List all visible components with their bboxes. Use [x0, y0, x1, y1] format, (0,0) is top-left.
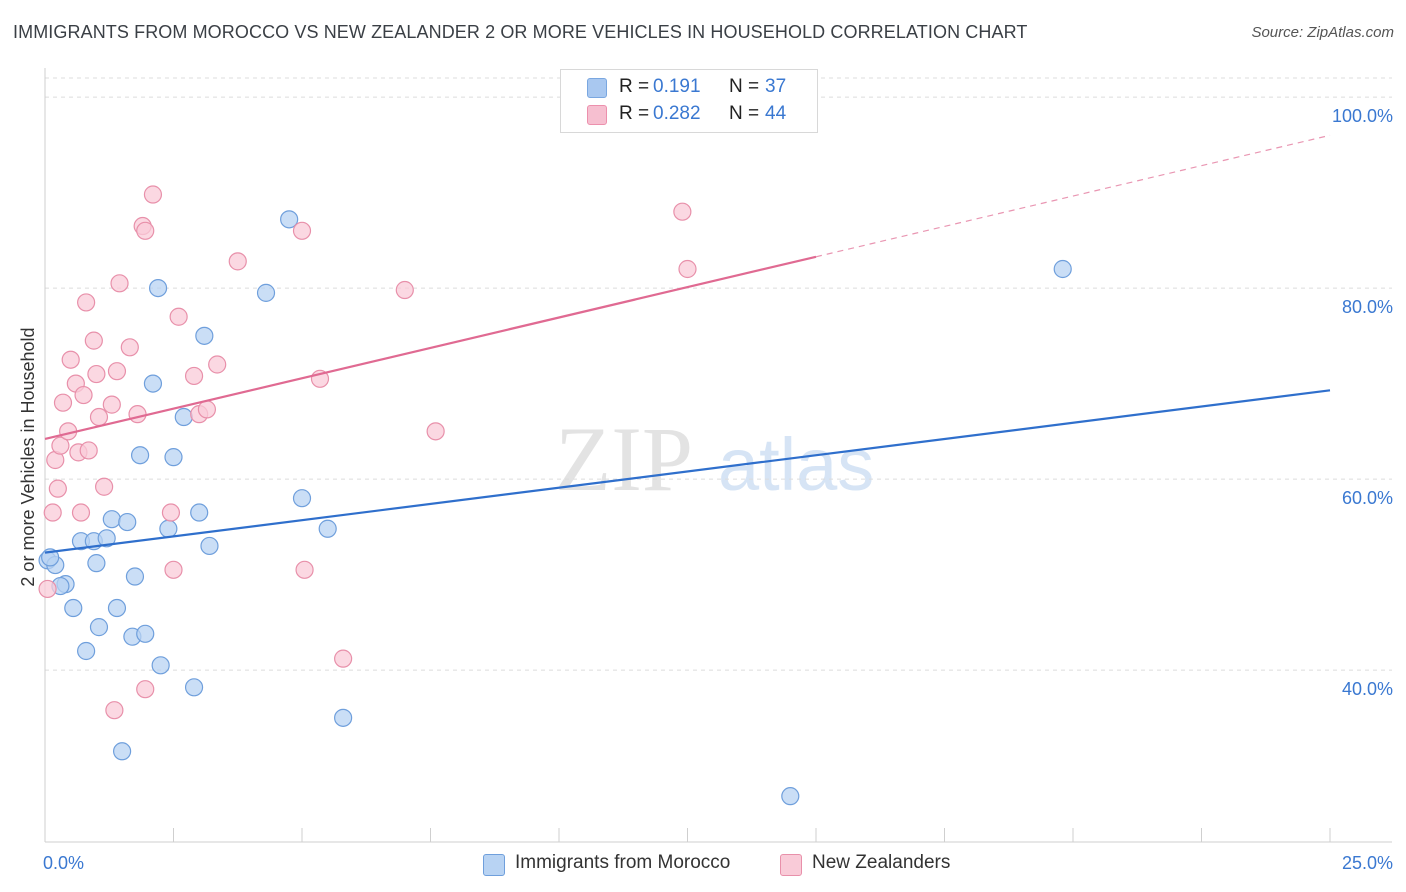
data-point: [112, 742, 132, 761]
data-point: [184, 678, 204, 697]
trendline-morocco: [44, 389, 1331, 554]
data-point: [184, 366, 204, 386]
data-point: [105, 701, 124, 720]
data-point: [136, 680, 155, 699]
y-tick-label: 60.0%: [1342, 488, 1393, 508]
y-tick-label: 40.0%: [1342, 679, 1393, 699]
data-point: [673, 202, 692, 221]
data-point: [43, 503, 62, 522]
data-point: [53, 393, 73, 412]
data-point: [228, 252, 247, 271]
data-point: [87, 554, 106, 573]
bottom-legend-label: Immigrants from Morocco: [515, 852, 731, 873]
data-point: [38, 579, 57, 599]
series-morocco: [38, 210, 1072, 806]
x-tick-label: 0.0%: [43, 853, 84, 873]
x-tick-label: 25.0%: [1342, 853, 1393, 873]
y-axis-label: 2 or more Vehicles in Household: [18, 327, 38, 586]
data-point: [102, 510, 121, 529]
data-point: [295, 560, 314, 579]
legend-r-label: R =: [619, 103, 650, 124]
data-point: [143, 374, 163, 393]
bottom-legend-label: New Zealanders: [812, 852, 951, 873]
data-point: [161, 503, 181, 522]
data-point: [125, 567, 145, 586]
data-point: [143, 185, 163, 204]
data-point: [84, 331, 103, 350]
legend-n-value: 44: [765, 103, 787, 124]
data-point: [148, 279, 168, 298]
data-point: [318, 519, 337, 538]
data-point: [781, 787, 800, 806]
data-point: [256, 283, 276, 302]
legend-r-label: R =: [619, 76, 650, 97]
data-point: [678, 259, 697, 279]
data-point: [61, 350, 80, 369]
data-point: [164, 560, 183, 579]
data-point: [48, 479, 67, 498]
data-point: [159, 519, 178, 538]
data-point: [110, 274, 129, 293]
data-point: [95, 477, 114, 496]
data-point: [292, 221, 312, 240]
source-label: Source: ZipAtlas.com: [1251, 24, 1394, 41]
data-point: [64, 598, 83, 618]
data-point: [51, 436, 70, 455]
trendline-new-zealanders: [44, 255, 817, 441]
data-point: [200, 536, 219, 556]
data-point: [164, 448, 183, 467]
bottom-legend-swatch-new-zealanders: [780, 854, 802, 876]
data-point: [395, 280, 414, 300]
series-new-zealanders: [38, 185, 697, 720]
data-point: [74, 385, 93, 405]
data-point: [1053, 259, 1072, 279]
data-point: [292, 489, 312, 508]
legend-n-value: 37: [765, 76, 787, 97]
data-point: [87, 364, 106, 384]
legend-r-value: 0.191: [653, 76, 701, 97]
legend-swatch-new-zealanders: [587, 105, 607, 125]
data-point: [208, 355, 227, 374]
data-point: [151, 656, 170, 675]
data-point: [195, 326, 214, 345]
data-point: [197, 400, 217, 419]
data-point: [71, 503, 91, 522]
data-point: [136, 221, 155, 240]
data-point: [130, 446, 150, 465]
data-point: [102, 395, 121, 414]
legend-swatch-morocco: [587, 78, 607, 98]
data-point: [89, 407, 109, 427]
bottom-legend-swatch-morocco: [483, 854, 505, 876]
data-point: [97, 529, 116, 548]
data-point: [280, 210, 299, 229]
legend-r-value: 0.282: [653, 103, 701, 124]
legend-n-label: N =: [729, 76, 760, 97]
data-point: [120, 338, 139, 357]
data-point: [79, 441, 98, 460]
chart-title: IMMIGRANTS FROM MOROCCO VS NEW ZEALANDER…: [13, 22, 1028, 42]
data-point: [89, 618, 109, 637]
y-tick-label: 80.0%: [1342, 297, 1393, 317]
trendline-new-zealanders-extension: [815, 134, 1331, 258]
data-point: [190, 503, 209, 522]
watermark-zip: ZIP: [555, 408, 693, 510]
y-tick-label: 100.0%: [1332, 106, 1393, 126]
data-point: [426, 422, 445, 441]
data-point: [107, 362, 127, 381]
correlation-legend: R = 0.191 N = 37 R = 0.282 N = 44: [560, 69, 818, 133]
data-point: [118, 512, 137, 532]
legend-n-label: N =: [729, 103, 760, 124]
data-point: [77, 293, 96, 312]
data-point: [169, 307, 188, 326]
data-point: [334, 649, 353, 668]
data-point: [77, 641, 96, 661]
data-point: [107, 598, 127, 618]
data-point: [334, 708, 353, 727]
data-point: [174, 407, 193, 427]
data-point: [128, 405, 147, 424]
data-point: [136, 624, 155, 643]
